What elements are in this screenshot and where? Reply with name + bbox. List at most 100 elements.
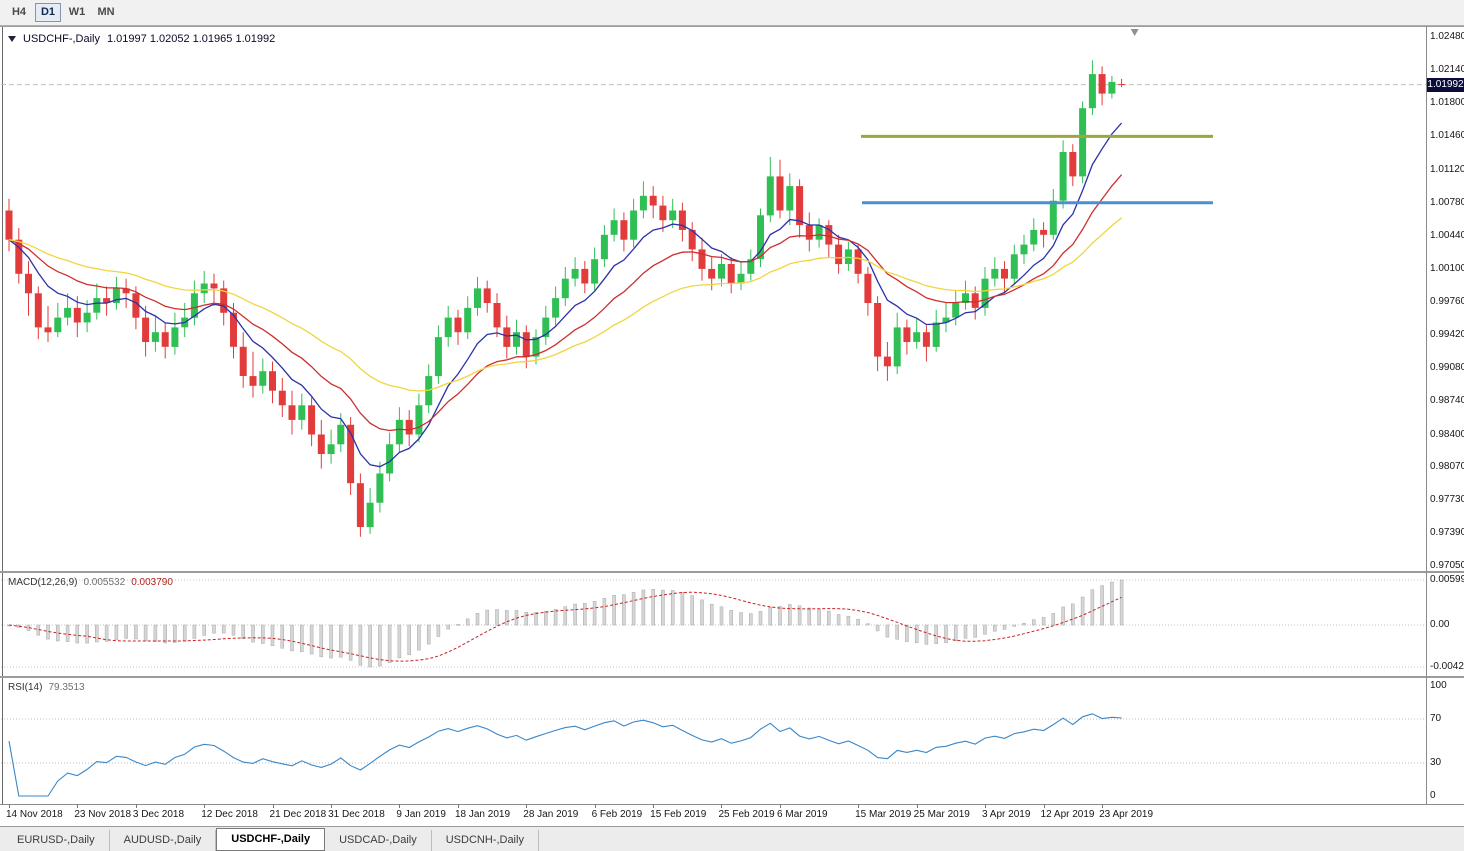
ma-line-34 bbox=[8, 217, 1123, 392]
time-tick bbox=[858, 804, 860, 808]
macd-signal-line bbox=[8, 591, 1122, 662]
chart-symbol-label: USDCHF-,Daily bbox=[23, 33, 100, 45]
rsi-panel-divider[interactable] bbox=[0, 676, 1464, 678]
date-label: 12 Dec 2018 bbox=[201, 809, 258, 820]
time-tick bbox=[204, 804, 206, 808]
chart-tab-usdcad[interactable]: USDCAD-,Daily bbox=[325, 830, 432, 851]
macd-label-row: MACD(12,26,9) 0.005532 0.003790 bbox=[8, 577, 173, 588]
time-tick bbox=[985, 804, 986, 808]
time-tick bbox=[1102, 804, 1104, 808]
macd-axis-label: -0.004244 bbox=[1430, 661, 1464, 672]
date-label: 25 Mar 2019 bbox=[913, 809, 970, 820]
rsi-axis-label: 70 bbox=[1430, 713, 1442, 724]
time-tick bbox=[272, 804, 274, 808]
time-tick bbox=[653, 804, 655, 808]
date-label: 3 Apr 2019 bbox=[982, 809, 1031, 820]
chart-title: USDCHF-,Daily 1.01997 1.02052 1.01965 1.… bbox=[8, 33, 275, 45]
rsi-line bbox=[8, 713, 1122, 797]
date-label: 14 Nov 2018 bbox=[6, 809, 63, 820]
price-axis-label: 0.99080 bbox=[1430, 362, 1464, 374]
macd-panel-divider[interactable] bbox=[0, 571, 1464, 573]
rsi-value: 79.3513 bbox=[48, 682, 85, 693]
price-axis-label: 1.01800 bbox=[1430, 97, 1464, 109]
price-axis[interactable]: 1.02480 1.02140 1.01800 1.01460 1.01120 1.007… bbox=[1427, 0, 1464, 826]
date-label: 12 Apr 2019 bbox=[1040, 809, 1095, 820]
chart-tab-bar: EURUSD-,Daily AUDUSD-,Daily USDCHF-,Daily U… bbox=[0, 826, 1464, 851]
date-label: 15 Mar 2019 bbox=[855, 809, 912, 820]
price-chart-canvas[interactable] bbox=[1, 28, 1427, 571]
price-axis-label: 0.98740 bbox=[1430, 395, 1464, 407]
ma-line-8 bbox=[8, 122, 1123, 468]
time-tick bbox=[916, 804, 918, 808]
current-price-text: 1.01992 bbox=[1427, 78, 1464, 90]
chart-tab-audusd[interactable]: AUDUSD-,Daily bbox=[110, 830, 217, 851]
current-price-badge: 1.01992 bbox=[1427, 77, 1464, 92]
date-label: 23 Apr 2019 bbox=[1099, 809, 1154, 820]
ma-line-17 bbox=[8, 174, 1123, 432]
time-tick bbox=[77, 804, 79, 808]
chart-tab-usdchf[interactable]: USDCHF-,Daily bbox=[216, 828, 326, 851]
time-tick bbox=[1043, 804, 1045, 808]
price-axis-label: 0.97050 bbox=[1430, 560, 1464, 572]
date-label: 15 Feb 2019 bbox=[650, 809, 707, 820]
timeframe-button-d1[interactable]: D1 bbox=[35, 3, 61, 22]
price-axis-label: 1.00780 bbox=[1430, 196, 1464, 208]
macd-main-value: 0.005532 bbox=[83, 577, 126, 588]
time-tick bbox=[331, 804, 333, 808]
time-tick bbox=[721, 804, 723, 808]
time-axis-line bbox=[0, 804, 1464, 805]
time-tick bbox=[780, 804, 782, 808]
date-label: 31 Dec 2018 bbox=[328, 809, 385, 820]
time-tick bbox=[594, 804, 596, 808]
price-axis-label: 1.01120 bbox=[1430, 163, 1464, 175]
macd-histogram bbox=[7, 579, 1124, 668]
time-tick bbox=[526, 804, 528, 808]
macd-axis-label: 0.00 bbox=[1430, 619, 1450, 631]
date-label: 25 Feb 2019 bbox=[718, 809, 775, 820]
chart-left-border bbox=[2, 26, 3, 805]
date-label: 28 Jan 2019 bbox=[523, 809, 579, 820]
price-axis-label: 0.97730 bbox=[1430, 493, 1464, 505]
rsi-axis-label: 30 bbox=[1430, 757, 1442, 768]
toolbar-divider bbox=[0, 26, 1464, 27]
price-axis-label: 1.00100 bbox=[1430, 262, 1464, 274]
price-axis-label: 1.01460 bbox=[1430, 130, 1464, 142]
time-tick bbox=[457, 804, 459, 808]
price-axis-label: 1.02140 bbox=[1430, 64, 1464, 76]
timeframe-button-h4[interactable]: H4 bbox=[11, 6, 27, 18]
timeframe-button-mn[interactable]: MN bbox=[97, 6, 115, 18]
date-label: 9 Jan 2019 bbox=[396, 809, 446, 820]
macd-axis-label: 0.005997 bbox=[1430, 574, 1464, 585]
price-axis-label: 0.98400 bbox=[1430, 428, 1464, 440]
rsi-axis-label: 0 bbox=[1430, 790, 1436, 801]
time-axis[interactable]: 14 Nov 2018 23 Nov 2018 3 Dec 2018 12 Dec 2… bbox=[0, 805, 1464, 825]
symbol-dropdown-icon[interactable] bbox=[8, 36, 16, 42]
date-label: 23 Nov 2018 bbox=[74, 809, 132, 820]
macd-panel-canvas[interactable] bbox=[1, 573, 1427, 676]
macd-name-label: MACD(12,26,9) bbox=[8, 577, 78, 588]
price-axis-label: 0.99760 bbox=[1430, 296, 1464, 308]
date-label: 6 Feb 2019 bbox=[591, 809, 643, 820]
date-label: 6 Mar 2019 bbox=[777, 809, 828, 820]
timeframe-toolbar: H4 D1 W1 MN bbox=[0, 0, 1464, 26]
rsi-panel-canvas[interactable] bbox=[1, 678, 1427, 804]
rsi-name-label: RSI(14) bbox=[8, 682, 43, 693]
chart-tab-usdcnh[interactable]: USDCNH-,Daily bbox=[432, 830, 539, 851]
rsi-label-row: RSI(14) 79.3513 bbox=[8, 682, 85, 693]
date-label: 21 Dec 2018 bbox=[269, 809, 327, 820]
timeframe-button-w1[interactable]: W1 bbox=[68, 6, 86, 18]
date-label: 3 Dec 2018 bbox=[132, 809, 185, 820]
price-axis-divider bbox=[1426, 26, 1427, 805]
macd-signal-value: 0.003790 bbox=[131, 577, 173, 588]
chart-tab-eurusd[interactable]: EURUSD-,Daily bbox=[3, 830, 110, 851]
price-axis-label: 0.98070 bbox=[1430, 460, 1464, 472]
price-axis-label: 0.99420 bbox=[1430, 329, 1464, 341]
date-label: 18 Jan 2019 bbox=[454, 809, 511, 820]
chart-ohlc-values: 1.01997 1.02052 1.01965 1.01992 bbox=[107, 33, 276, 45]
rsi-axis-label: 100 bbox=[1430, 680, 1447, 691]
price-axis-label: 1.02480 bbox=[1430, 31, 1464, 43]
price-axis-label: 1.00440 bbox=[1430, 229, 1464, 241]
candles bbox=[5, 60, 1126, 537]
chart-shift-marker-icon[interactable] bbox=[1130, 29, 1139, 36]
